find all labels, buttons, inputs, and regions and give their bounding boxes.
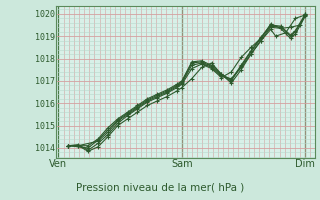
Text: Pression niveau de la mer( hPa ): Pression niveau de la mer( hPa ): [76, 182, 244, 192]
